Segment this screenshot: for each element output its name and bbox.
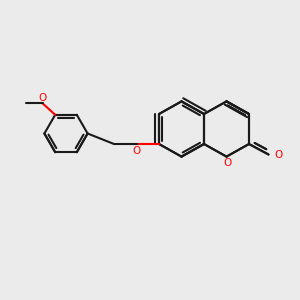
Text: O: O [38, 93, 47, 103]
Text: O: O [132, 146, 141, 156]
Text: O: O [274, 149, 282, 160]
Text: O: O [224, 158, 232, 168]
